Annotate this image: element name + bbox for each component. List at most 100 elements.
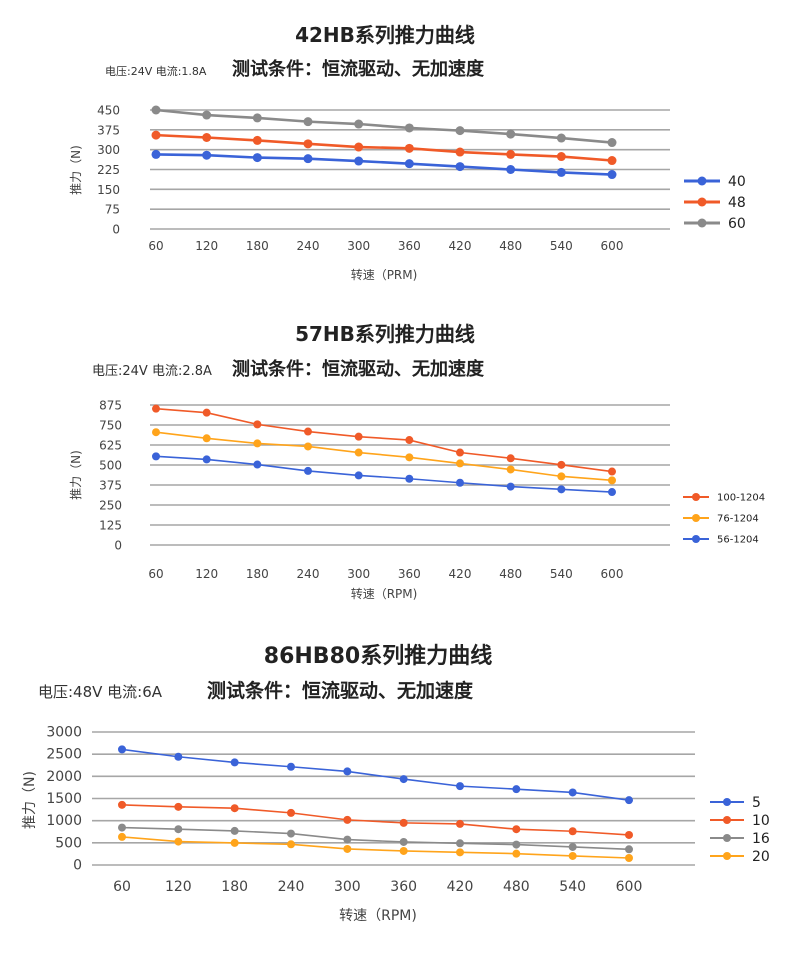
chart-condition: 电压:48V 电流:6A <box>38 683 163 701</box>
data-point <box>512 840 521 849</box>
data-point <box>343 835 352 844</box>
data-point <box>287 808 295 817</box>
y-axis-label: 推力（N) <box>69 145 83 195</box>
data-point <box>354 119 364 129</box>
y-axis-label: 推力（N) <box>69 450 83 500</box>
data-point <box>174 752 183 761</box>
data-point <box>354 142 364 152</box>
legend-item: 20 <box>710 849 770 865</box>
data-point <box>625 830 633 839</box>
data-point <box>506 482 515 491</box>
x-tick-label: 180 <box>246 239 269 253</box>
data-point <box>455 162 465 172</box>
series-100-1204 <box>152 404 616 476</box>
x-tick-label: 540 <box>550 239 573 253</box>
data-point <box>343 815 352 824</box>
data-point <box>607 170 617 180</box>
chart-title: 86HB80系列推力曲线 <box>264 643 492 669</box>
data-point <box>287 840 295 849</box>
legend-label: 20 <box>752 849 770 865</box>
data-point <box>304 427 312 436</box>
data-point <box>230 804 239 813</box>
x-axis-label: 转速（RPM) <box>351 586 418 601</box>
legend-marker <box>697 176 707 186</box>
x-tick-label: 300 <box>334 879 361 895</box>
data-point <box>252 113 262 123</box>
x-tick-label: 120 <box>165 879 192 895</box>
x-tick-label: 60 <box>113 879 131 895</box>
data-point <box>625 853 633 862</box>
data-point <box>151 105 161 115</box>
legend-marker <box>723 798 731 806</box>
y-tick-label: 75 <box>105 203 120 217</box>
data-point <box>506 165 516 174</box>
data-point <box>557 485 566 494</box>
data-point <box>456 848 464 857</box>
x-tick-label: 360 <box>390 879 417 895</box>
series-line <box>155 407 613 473</box>
x-axis-label: 转速（PRM) <box>351 267 418 282</box>
data-point <box>174 837 183 846</box>
series-line <box>155 108 613 144</box>
plot-area: 0 125 250 375 500 625 750 875 60 120 180 240 300 360 4… <box>99 399 765 582</box>
data-point <box>455 126 465 136</box>
x-tick-label: 540 <box>550 567 573 581</box>
y-tick-label: 0 <box>112 223 120 237</box>
legend-label: 48 <box>728 195 746 211</box>
y-tick-label: 250 <box>99 499 122 513</box>
x-tick-label: 360 <box>398 239 421 253</box>
x-tick-label: 120 <box>195 239 218 253</box>
data-point <box>608 488 616 497</box>
data-point <box>343 844 352 853</box>
data-point <box>354 156 364 166</box>
data-point <box>506 454 515 463</box>
data-point <box>568 788 577 797</box>
data-point <box>608 467 616 476</box>
legend-marker <box>692 535 700 543</box>
data-point <box>202 110 212 120</box>
data-point <box>456 448 464 457</box>
y-tick-label: 0 <box>73 858 82 874</box>
y-tick-label: 1000 <box>46 813 82 829</box>
data-point <box>303 154 313 164</box>
series-line <box>155 431 613 482</box>
legend-item: 16 <box>710 831 770 847</box>
data-point <box>625 845 633 854</box>
x-tick-label: 60 <box>148 567 163 581</box>
chart-subtitle: 测试条件：恒流驱动、无加速度 <box>232 58 485 80</box>
data-point <box>202 408 211 417</box>
data-point <box>202 133 212 143</box>
data-point <box>152 452 160 461</box>
x-tick-label: 540 <box>559 879 586 895</box>
data-point <box>557 472 566 481</box>
x-tick-label: 120 <box>195 567 218 581</box>
x-tick-label: 420 <box>449 239 472 253</box>
data-point <box>456 459 464 468</box>
chart-subtitle: 测试条件：恒流驱动、无加速度 <box>207 679 474 702</box>
data-point <box>456 839 464 848</box>
legend-item: 40 <box>684 174 746 190</box>
x-tick-label: 600 <box>616 879 643 895</box>
series-line <box>155 455 613 493</box>
chart-subtitle: 测试条件：恒流驱动、无加速度 <box>232 358 485 380</box>
data-point <box>568 827 577 836</box>
data-point <box>118 800 126 809</box>
legend-label: 40 <box>728 174 746 190</box>
data-point <box>287 829 295 838</box>
series-10 <box>118 800 633 839</box>
legend-item: 76-1204 <box>683 514 759 525</box>
y-tick-label: 3000 <box>46 725 82 741</box>
data-point <box>405 436 414 445</box>
plot-area: 0 75 150 225 300 375 450 60 120 180 240 300 360 420 48… <box>97 104 746 254</box>
data-point <box>354 448 363 457</box>
data-point <box>354 432 363 441</box>
y-tick-label: 0 <box>114 539 122 553</box>
x-tick-label: 240 <box>297 239 320 253</box>
y-tick-label: 1500 <box>46 791 82 807</box>
data-point <box>152 404 160 413</box>
legend-marker <box>697 218 707 228</box>
series-76-1204 <box>152 428 616 485</box>
legend-marker <box>697 197 707 207</box>
x-tick-label: 300 <box>347 239 370 253</box>
data-point <box>568 842 577 851</box>
